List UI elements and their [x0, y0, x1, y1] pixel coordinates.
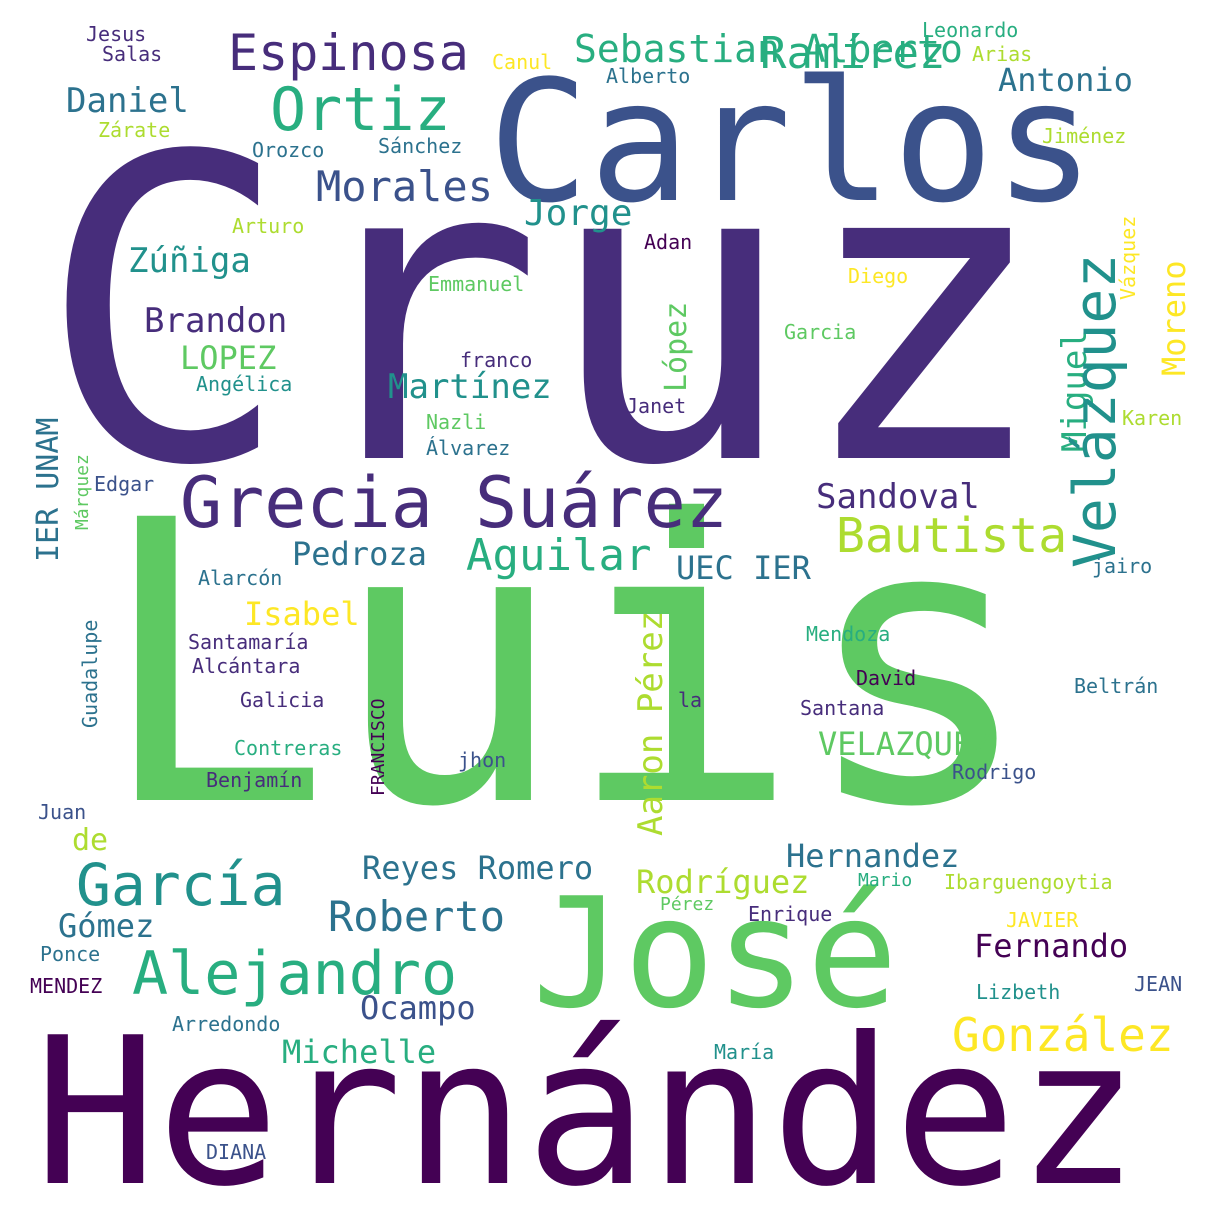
word-jimenez: Jiménez	[1042, 124, 1127, 148]
word-jorge: Morales	[316, 162, 494, 211]
word-maria: María	[714, 1040, 775, 1064]
word-velazquez-upper: VELAZQUEZ	[818, 725, 992, 763]
word-canul: Canul	[492, 50, 553, 74]
word-martinez: Martínez	[388, 367, 552, 407]
word-arredondo: Arredondo	[172, 1012, 281, 1036]
word-moreno: Moreno	[1155, 260, 1193, 376]
word-garcia-accented: García	[76, 851, 286, 919]
word-arias: Arias	[972, 42, 1033, 66]
word-miguel: González	[952, 1008, 1174, 1062]
word-contreras: Contreras	[234, 736, 343, 760]
word-vazquez: Vázquez	[1116, 215, 1140, 300]
word-carlos: Carlos	[488, 44, 1095, 240]
word-perez: Pérez	[660, 894, 715, 915]
word-antonio: Antonio	[998, 61, 1133, 99]
word-hernandez-accented: Hernández	[34, 995, 1140, 1221]
word-alvarez: Álvarez	[426, 436, 511, 460]
word-santana: Santana	[800, 696, 885, 720]
word-ramirez: Ramírez	[760, 28, 946, 79]
word-lopez-upper: LOPEZ	[180, 339, 277, 377]
word-sanchez: Sánchez	[378, 134, 463, 158]
word-ponce: Ponce	[40, 942, 101, 966]
word-edgar: Edgar	[94, 472, 155, 496]
word-adan: Adan	[644, 230, 693, 254]
word-hernandez: Hernandez	[786, 837, 960, 875]
word-marquez: Márquez	[72, 454, 93, 530]
word-leonardo: Leonardo	[922, 18, 1019, 42]
word-alcantara: Alcántara	[192, 654, 301, 678]
word-mendez: MENDEZ	[30, 974, 103, 998]
word-mendoza: Mendoza	[806, 622, 891, 646]
word-espinosa: Espinosa	[228, 24, 469, 82]
word-alberto: Alberto	[606, 64, 691, 88]
word-aguilar: Bautista	[836, 508, 1068, 564]
word-lopez: López	[659, 301, 694, 392]
word-reyes-romero: Reyes Romero	[362, 849, 594, 887]
word-juan: Juan	[38, 800, 87, 824]
word-jesus: Jesus	[86, 22, 147, 46]
word-fernando: Fernando	[974, 927, 1129, 965]
word-jhon: jhon	[458, 748, 507, 772]
word-la: la	[678, 688, 703, 712]
word-zuniga: Zúñiga	[128, 241, 251, 281]
word-brandon: Brandon	[144, 301, 288, 341]
word-janet: Janet	[626, 394, 687, 418]
word-rodriguez: Rodríguez	[636, 863, 810, 901]
word-david: David	[856, 666, 917, 690]
word-ibarguengoytia: Ibarguengoytia	[944, 870, 1113, 894]
word-pedroza: Pedroza	[292, 535, 427, 573]
word-guadalupe: Guadalupe	[78, 619, 102, 728]
word-ortiz: Ortiz	[270, 75, 451, 145]
word-beltran: Beltrán	[1074, 674, 1159, 698]
word-francisco: FRANCISCO	[368, 698, 389, 796]
word-emmanuel: Emmanuel	[428, 272, 525, 296]
word-nazli: Nazli	[426, 410, 487, 434]
word-grecia-suarez: Grecia Suárez	[180, 462, 728, 544]
word-rodrigo: Rodrigo	[952, 760, 1037, 784]
word-uec-ier: UEC IER	[676, 549, 811, 587]
word-franco: franco	[460, 348, 533, 372]
word-lizbeth: Lizbeth	[976, 980, 1061, 1004]
word-benjamin: Benjamín	[206, 768, 303, 792]
word-diego: Diego	[848, 264, 909, 288]
word-michelle: Michelle	[282, 1033, 437, 1071]
word-arturo: Arturo	[232, 214, 305, 238]
word-galicia: Galicia	[240, 688, 325, 712]
word-mario: Mario	[858, 870, 913, 891]
word-garcia: Garcia	[784, 320, 857, 344]
word-zarate: Zárate	[98, 118, 171, 142]
word-de: de	[72, 823, 109, 858]
word-javier: JAVIER	[1006, 908, 1079, 932]
word-sebastian-alberto: Jorge	[524, 193, 633, 234]
word-jean: JEAN	[1134, 972, 1183, 996]
word-karen: Karen	[1122, 406, 1183, 430]
word-diana: DIANA	[206, 1140, 267, 1164]
word-orozco: Orozco	[252, 138, 325, 162]
word-daniel: Daniel	[66, 81, 189, 121]
word-isabel: Isabel	[244, 595, 360, 633]
word-jose: José	[532, 865, 899, 1042]
word-roberto: Aguilar	[466, 530, 652, 581]
word-luis: Luis	[96, 438, 1036, 892]
word-ocampo: Ocampo	[360, 989, 476, 1027]
word-gonzalez: Roberto	[328, 892, 506, 941]
word-sandoval: Sandoval	[816, 477, 980, 517]
word-ier-unam: IER UNAM	[31, 417, 66, 563]
word-alarcon: Alarcón	[198, 566, 283, 590]
word-santamaria: Santamaría	[188, 630, 309, 654]
word-alejandro: Alejandro	[132, 939, 458, 1009]
word-enrique: Enrique	[748, 902, 833, 926]
word-morales: Velázquez	[1061, 253, 1129, 568]
word-velazquez-accented: Aaron Pérez	[631, 610, 671, 836]
word-cruz: Cruz	[38, 69, 1050, 558]
word-gomez: Gómez	[58, 907, 155, 945]
word-salas: Salas	[102, 42, 163, 66]
word-bautista: Sebastian Alberto	[574, 27, 963, 71]
word-jairo: jairo	[1092, 554, 1153, 578]
word-angelica: Angélica	[196, 372, 293, 396]
